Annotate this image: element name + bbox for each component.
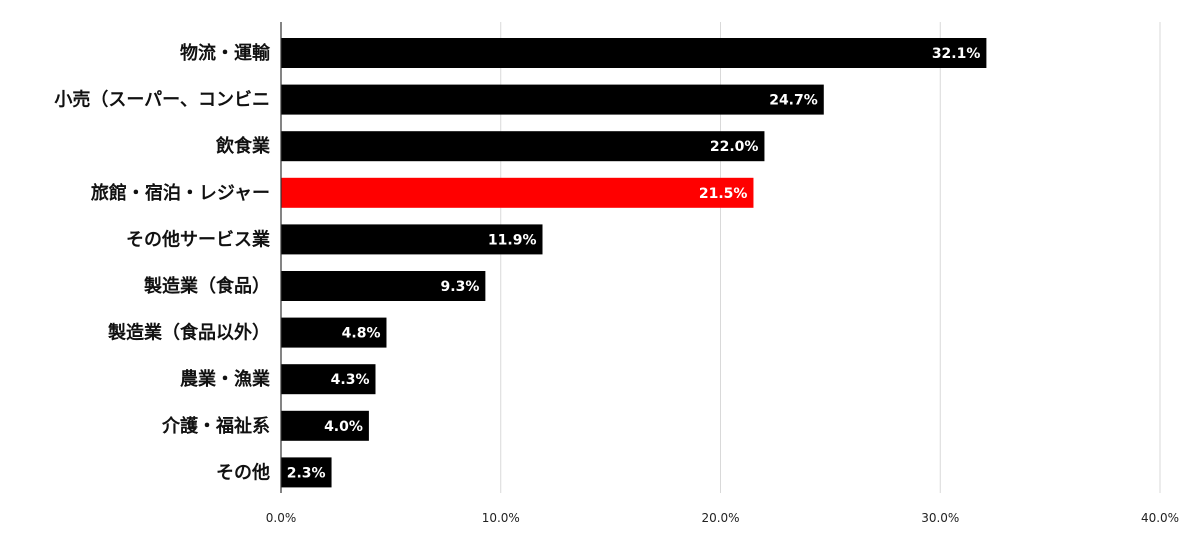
category-label: その他 [216,461,270,483]
bar [281,271,486,301]
x-tick-label: 20.0% [701,511,739,525]
bar [281,410,369,441]
bar-value-label: 11.9% [488,232,537,248]
category-label: 飲食業 [215,135,271,157]
bar [281,131,765,162]
bar [281,177,754,208]
bar-value-label: 2.3% [287,465,326,481]
bar-value-label: 32.1% [932,46,981,62]
bar [281,38,987,68]
bar-value-label: 4.3% [331,372,370,388]
x-tick-label: 30.0% [921,511,959,525]
category-labels: 物流・運輸小売（スーパー、コンビニ飲食業旅館・宿泊・レジャーその他サービス業製造… [54,42,271,483]
x-tick-label: 10.0% [482,511,520,525]
bar [281,84,824,115]
bars: 32.1% 24.7% 22.0% 21.5% 11.9% 9.3% 4.8% 4.3% 4.0… [281,38,987,488]
bar [281,364,376,395]
category-label: 製造業（食品以外） [107,322,270,344]
bar-value-label: 9.3% [441,279,480,295]
bar [281,224,543,255]
bar [281,457,332,488]
x-tick-label: 40.0% [1141,511,1179,525]
bar-value-label: 24.7% [769,93,818,109]
category-label: 旅館・宿泊・レジャー [91,182,270,204]
category-label: 介護・福祉系 [161,415,270,437]
x-tick-label: 0.0% [266,511,297,525]
category-label: 農業・漁業 [180,368,271,390]
bar [281,317,387,348]
bar-value-label: 4.8% [342,326,381,342]
bar-value-label: 21.5% [699,186,748,202]
bar-value-label: 4.0% [324,419,363,435]
category-label: 製造業（食品） [143,275,270,297]
bar-value-label: 22.0% [710,139,759,155]
x-axis-tick-labels: 0.0% 10.0% 20.0% 30.0% 40.0% [266,511,1179,525]
category-label: 物流・運輸 [180,42,271,64]
category-label: 小売（スーパー、コンビニ [54,89,270,111]
category-label: その他サービス業 [126,228,271,250]
